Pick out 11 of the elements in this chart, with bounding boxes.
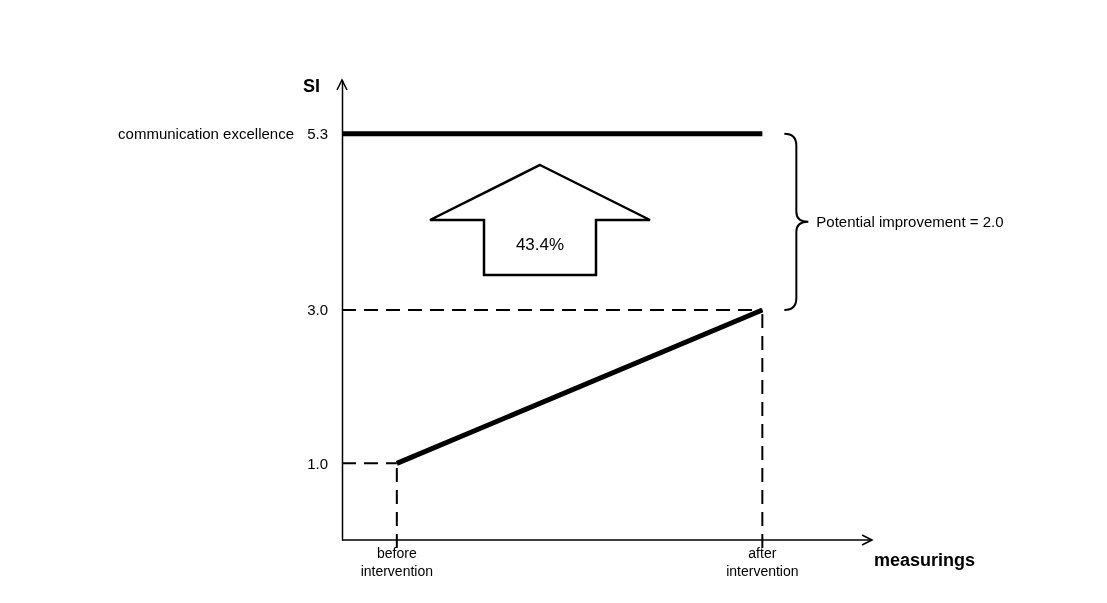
y-axis-title: SI [302,76,320,96]
annotation: Potential improvement = 2.0 [816,213,1004,231]
y-tick-label: 5.3 [307,124,328,142]
annotation: 43.4% [515,234,565,254]
up-arrow: 43.4% [428,163,652,277]
ref-line-label: communication excellence [118,124,294,142]
y-tick-label: 3.0 [307,301,328,319]
x-tick-label: after intervention [726,545,799,580]
x-tick-label: before intervention [360,545,434,580]
y-tick-label: 1.0 [307,454,328,472]
x-axis-title: measurings [874,550,976,570]
